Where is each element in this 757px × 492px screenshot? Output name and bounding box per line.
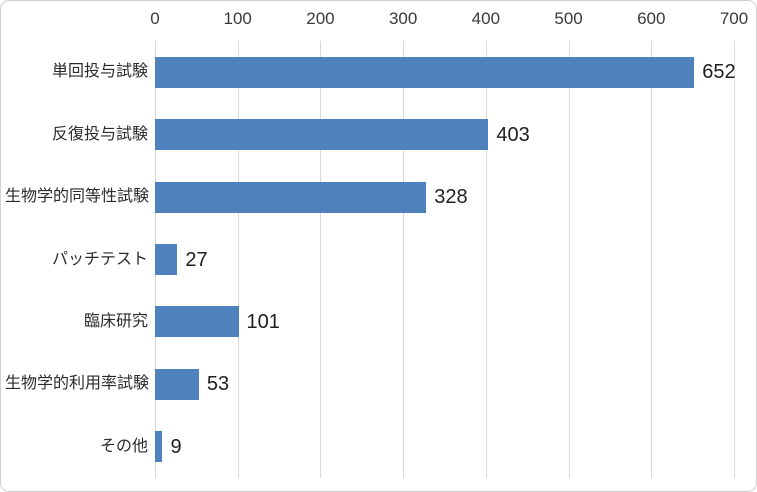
x-axis-tick-label: 600 bbox=[637, 9, 666, 28]
bar-value-label: 27 bbox=[185, 248, 208, 271]
gridline bbox=[568, 41, 570, 478]
bar-value-label: 403 bbox=[496, 123, 530, 146]
x-axis-tick-label: 100 bbox=[223, 9, 252, 28]
bar-value-label: 101 bbox=[246, 310, 280, 333]
x-axis-tick-label: 700 bbox=[719, 9, 749, 28]
gridline bbox=[237, 41, 239, 478]
bar bbox=[155, 244, 178, 275]
bar bbox=[155, 181, 427, 213]
gridline bbox=[320, 41, 322, 478]
category-label: パッチテスト bbox=[51, 250, 148, 268]
x-axis-tick-label: 300 bbox=[388, 9, 418, 28]
bar-value-label: 9 bbox=[170, 435, 182, 458]
x-axis-tick-label: 500 bbox=[554, 9, 583, 28]
category-label: 生物学的同等性試験 bbox=[5, 188, 150, 206]
category-label: 単回投与試験 bbox=[51, 63, 148, 81]
category-label: 反復投与試験 bbox=[51, 125, 148, 143]
bar-value-label: 328 bbox=[434, 186, 468, 209]
bar bbox=[155, 56, 695, 88]
bar bbox=[155, 119, 489, 151]
category-label: その他 bbox=[99, 437, 148, 455]
gridline bbox=[485, 41, 487, 478]
x-axis-tick-label: 0 bbox=[150, 9, 160, 28]
bar-value-label: 53 bbox=[206, 373, 230, 396]
x-axis-tick-label: 200 bbox=[306, 9, 335, 28]
bar-value-label: 652 bbox=[702, 61, 736, 84]
category-label: 臨床研究 bbox=[83, 312, 148, 330]
category-label: 生物学的利用率試験 bbox=[5, 375, 150, 393]
x-axis-tick-label: 400 bbox=[471, 9, 501, 28]
bar bbox=[155, 306, 239, 338]
gridline bbox=[651, 41, 653, 478]
bar bbox=[155, 431, 163, 463]
gridline bbox=[734, 41, 735, 478]
bar bbox=[155, 368, 199, 400]
gridline bbox=[403, 41, 405, 478]
